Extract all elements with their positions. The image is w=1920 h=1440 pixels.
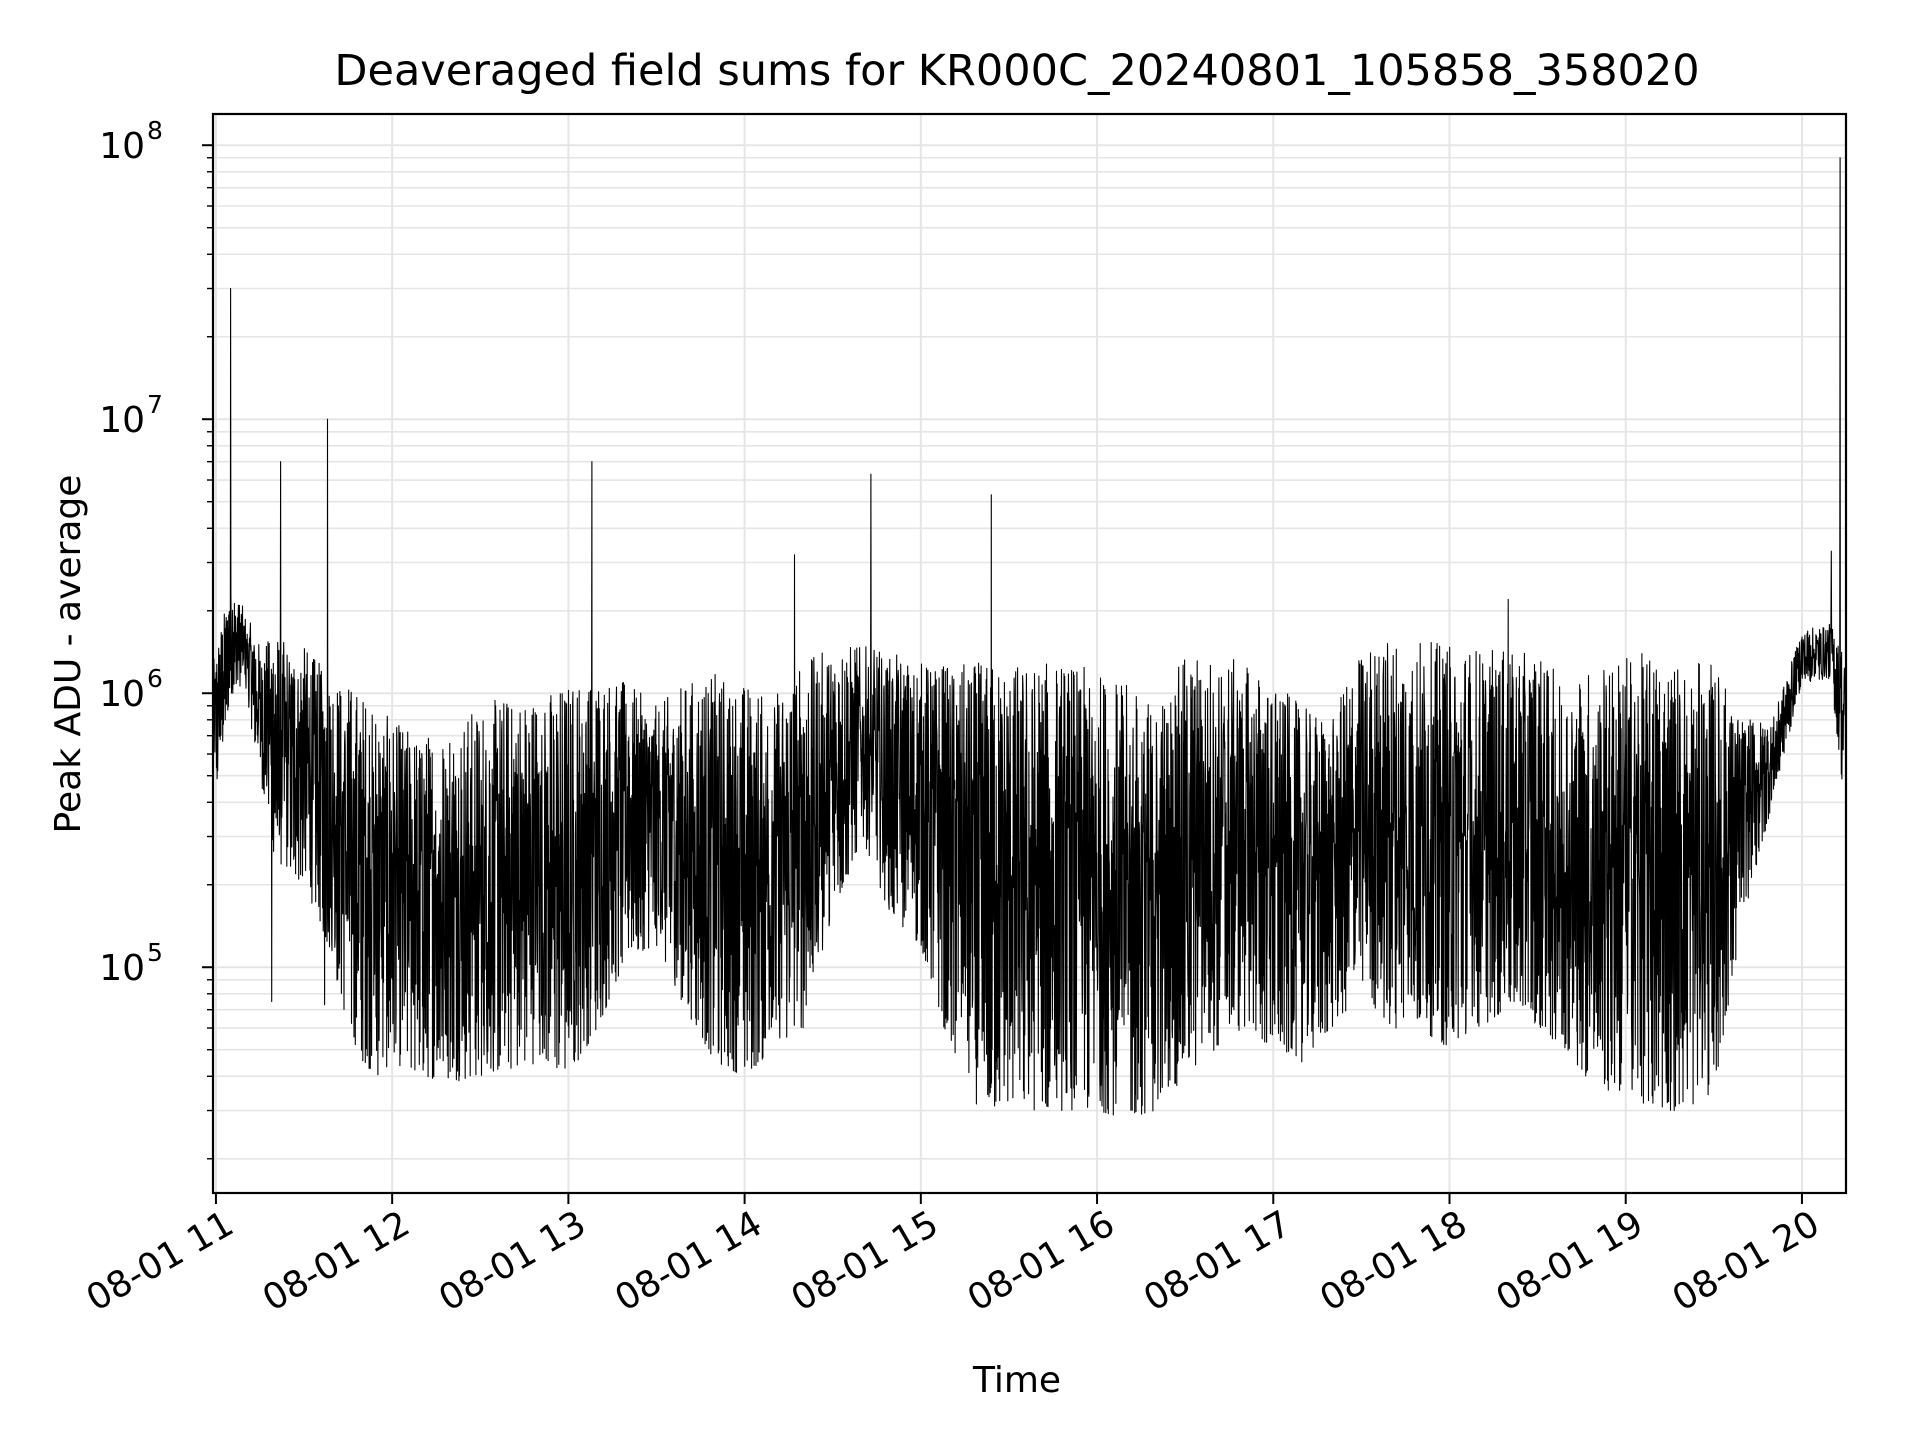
y-tick-label: 10 — [99, 126, 145, 167]
y-tick-label: 10 — [99, 400, 145, 441]
y-tick-label-exponent: 8 — [147, 116, 163, 145]
series-line — [212, 157, 1847, 1116]
y-axis-label: Peak ADU - average — [48, 475, 89, 834]
y-tick-label-exponent: 5 — [147, 938, 163, 967]
y-tick-label-exponent: 6 — [147, 664, 163, 693]
y-tick-label-exponent: 7 — [147, 390, 163, 419]
y-tick-label: 10 — [99, 674, 145, 715]
x-axis-label: Time — [972, 1360, 1061, 1401]
plot-frame — [211, 112, 1848, 1195]
series-trace — [212, 157, 1847, 1116]
y-tick-label: 10 — [99, 948, 145, 989]
chart-title: Deaveraged field sums for KR000C_2024080… — [334, 46, 1699, 96]
